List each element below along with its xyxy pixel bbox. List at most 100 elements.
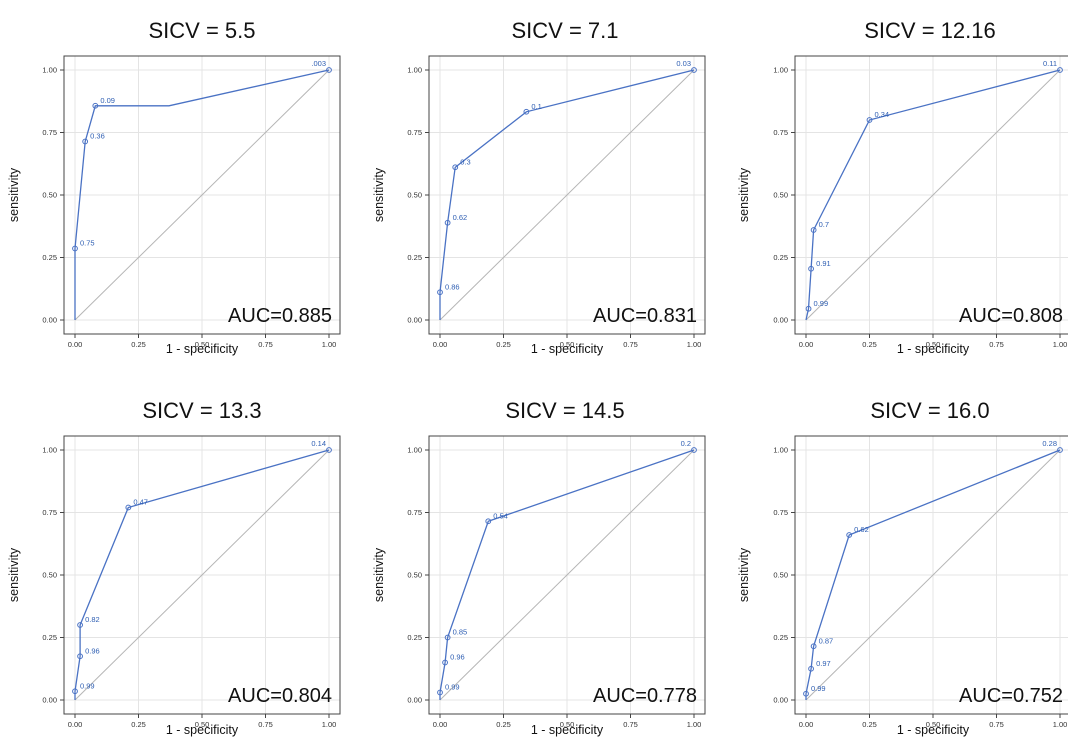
panel-title: SICV = 13.3: [142, 398, 261, 423]
x-tick-label: 0.75: [989, 720, 1004, 729]
auc-annotation: AUC=0.778: [593, 685, 697, 707]
y-tick-label: 0.75: [773, 128, 788, 137]
x-axis-title: 1 - specificity: [897, 342, 970, 356]
point-label: 0.09: [100, 96, 115, 105]
y-tick-label: 0.00: [42, 696, 57, 705]
y-axis-title: sensitivity: [737, 167, 751, 222]
point-label: 0.96: [85, 646, 100, 655]
point-label: 0.62: [854, 525, 869, 534]
x-tick-label: 1.00: [1053, 720, 1068, 729]
x-tick-label: 1.00: [687, 340, 702, 349]
x-tick-label: 0.50: [926, 720, 941, 729]
y-tick-label: 1.00: [773, 66, 788, 75]
x-tick-label: 0.75: [623, 340, 638, 349]
point-label: 0.11: [1043, 59, 1057, 68]
roc-point: [77, 622, 83, 628]
x-tick-label: 0.75: [989, 340, 1004, 349]
roc-point: [846, 532, 853, 538]
x-tick-label: 0.50: [560, 720, 575, 729]
roc-point: [691, 67, 697, 73]
roc-point: [810, 227, 817, 233]
point-label: 0.14: [311, 439, 326, 448]
panel-title: SICV = 5.5: [148, 18, 255, 43]
x-tick-label: 0.50: [926, 340, 941, 349]
point-label: 0.96: [450, 653, 465, 662]
y-tick-label: 0.75: [407, 128, 422, 137]
point-label: 0.75: [80, 239, 95, 248]
roc-point: [1057, 67, 1063, 73]
y-axis-title: sensitivity: [372, 547, 386, 602]
roc-point: [444, 219, 451, 226]
x-tick-label: 0.00: [799, 340, 814, 349]
x-axis-title: 1 - specificity: [531, 723, 604, 737]
x-axis-title: 1 - specificity: [166, 342, 239, 356]
panel-title: SICV = 7.1: [511, 18, 618, 43]
point-label: 0.97: [816, 659, 831, 668]
x-tick-label: 1.00: [687, 720, 702, 729]
y-tick-label: 0.50: [407, 191, 422, 200]
roc-point: [485, 518, 492, 525]
x-tick-label: 0.00: [433, 720, 448, 729]
y-tick-label: 0.25: [773, 253, 788, 262]
y-tick-label: 0.25: [773, 633, 788, 642]
reference-diagonal: [805, 449, 1061, 701]
y-tick-label: 0.50: [773, 571, 788, 580]
x-tick-label: 0.25: [862, 720, 877, 729]
roc-point: [1057, 447, 1063, 453]
y-tick-label: 1.00: [42, 66, 57, 75]
x-tick-label: 1.00: [322, 340, 337, 349]
y-tick-label: 0.50: [773, 191, 788, 200]
y-tick-label: 1.00: [42, 446, 57, 455]
roc-point: [72, 688, 78, 695]
y-axis-title: sensitivity: [372, 167, 386, 222]
roc-curve: [805, 449, 1061, 700]
y-tick-label: 0.25: [42, 253, 57, 262]
roc-point: [92, 102, 99, 109]
roc-panel: 0.00 0.00 0.25 0.25 0.50 0.50 0.75 0.75 1.00 1.00…: [7, 18, 341, 356]
roc-point: [523, 108, 530, 115]
x-axis-title: 1 - specificity: [897, 723, 970, 737]
point-label: 0.86: [445, 282, 460, 291]
reference-diagonal: [74, 69, 330, 321]
y-tick-label: 0.00: [773, 316, 788, 325]
roc-panel: 0.00 0.00 0.25 0.25 0.50 0.50 0.75 0.75 1.00 1.00…: [7, 398, 341, 737]
point-label: 0.54: [493, 511, 508, 520]
roc-point: [805, 305, 812, 312]
y-tick-label: 1.00: [407, 446, 422, 455]
x-tick-label: 0.25: [496, 340, 511, 349]
point-label: 0.62: [453, 213, 468, 222]
auc-annotation: AUC=0.804: [228, 685, 332, 707]
y-axis-title: sensitivity: [737, 547, 751, 602]
y-tick-label: 0.75: [407, 508, 422, 517]
point-label: 0.36: [90, 132, 105, 141]
x-axis-title: 1 - specificity: [166, 723, 239, 737]
auc-annotation: AUC=0.808: [959, 305, 1063, 327]
roc-curve: [74, 69, 330, 320]
point-label: 0.2: [681, 439, 691, 448]
roc-panel: 0.00 0.00 0.25 0.25 0.50 0.50 0.75 0.75 1.00 1.00…: [372, 398, 706, 737]
roc-curve: [74, 449, 330, 700]
roc-point: [326, 447, 332, 453]
x-tick-label: 0.50: [195, 340, 210, 349]
x-tick-label: 0.25: [496, 720, 511, 729]
y-axis-title: sensitivity: [7, 547, 21, 602]
roc-point: [691, 447, 697, 453]
roc-point: [803, 690, 809, 697]
x-tick-label: 0.00: [799, 720, 814, 729]
point-label: 0.85: [453, 628, 468, 637]
x-tick-label: 1.00: [1053, 340, 1068, 349]
point-label: 0.99: [814, 299, 829, 308]
y-tick-label: 0.50: [407, 571, 422, 580]
reference-diagonal: [74, 449, 330, 701]
roc-point: [72, 245, 78, 252]
roc-panel: 0.00 0.00 0.25 0.25 0.50 0.50 0.75 0.75 1.00 1.00…: [737, 398, 1068, 737]
y-tick-label: 1.00: [407, 66, 422, 75]
roc-point: [442, 659, 448, 666]
point-label: 0.47: [133, 498, 148, 507]
reference-diagonal: [439, 69, 695, 321]
y-tick-label: 0.75: [773, 508, 788, 517]
point-label: 0.28: [1042, 439, 1057, 448]
x-tick-label: 1.00: [322, 720, 337, 729]
x-tick-label: 0.50: [560, 340, 575, 349]
